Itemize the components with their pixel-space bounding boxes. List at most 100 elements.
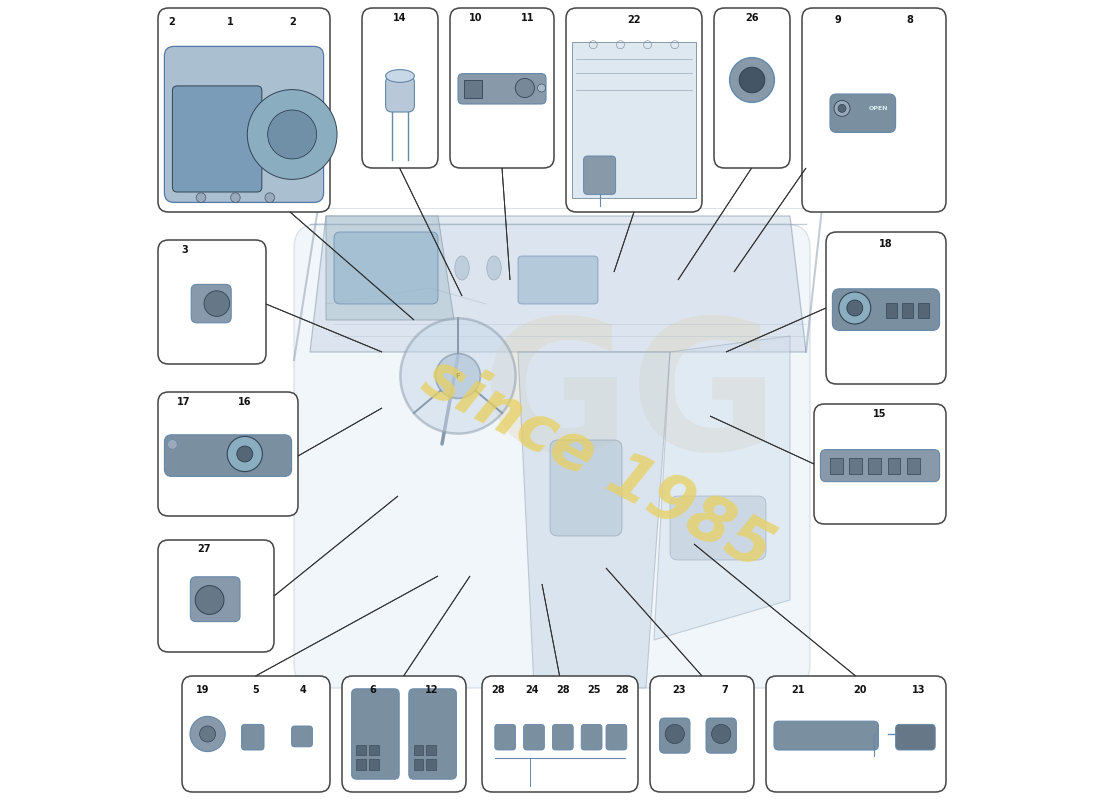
FancyBboxPatch shape [552,725,573,750]
Circle shape [666,725,684,744]
Text: 16: 16 [238,397,252,407]
Text: 13: 13 [912,685,926,695]
FancyBboxPatch shape [714,8,790,168]
Bar [888,458,901,474]
FancyBboxPatch shape [830,94,895,132]
Text: 8: 8 [906,15,913,26]
Text: 19: 19 [196,685,209,695]
Circle shape [190,717,226,752]
FancyBboxPatch shape [352,689,399,779]
Circle shape [199,726,216,742]
Text: 18: 18 [879,239,893,249]
FancyBboxPatch shape [458,74,546,104]
FancyBboxPatch shape [895,725,935,750]
FancyBboxPatch shape [334,232,438,304]
FancyBboxPatch shape [450,8,554,168]
FancyBboxPatch shape [158,540,274,652]
Circle shape [847,300,862,316]
Text: 25: 25 [587,685,601,695]
Bar [427,745,436,755]
FancyBboxPatch shape [495,725,516,750]
Circle shape [834,100,850,116]
FancyBboxPatch shape [833,289,939,330]
FancyBboxPatch shape [706,718,736,754]
Text: OPEN: OPEN [869,106,889,111]
Text: F: F [455,373,461,379]
Ellipse shape [487,256,502,280]
Circle shape [712,725,730,744]
Ellipse shape [454,256,470,280]
Bar [464,80,482,98]
FancyBboxPatch shape [164,435,292,477]
FancyBboxPatch shape [606,725,627,750]
Circle shape [436,354,481,398]
Bar [849,458,862,474]
FancyBboxPatch shape [158,392,298,516]
Text: 23: 23 [672,685,686,695]
Circle shape [515,78,535,98]
Bar [572,42,695,198]
Text: 1: 1 [227,18,233,27]
FancyBboxPatch shape [173,86,262,192]
FancyBboxPatch shape [242,725,264,750]
Bar [830,458,843,474]
Circle shape [739,67,764,93]
Circle shape [839,292,871,324]
Text: 10: 10 [470,13,483,22]
Text: 5: 5 [253,685,260,695]
Text: 7: 7 [722,685,728,695]
FancyBboxPatch shape [158,8,330,212]
Bar [414,745,424,755]
Text: 20: 20 [852,685,867,695]
Polygon shape [654,336,790,640]
Text: 28: 28 [491,685,505,695]
FancyBboxPatch shape [191,284,231,322]
FancyBboxPatch shape [670,496,766,560]
Text: 2: 2 [168,18,175,27]
FancyBboxPatch shape [550,440,622,536]
FancyBboxPatch shape [386,76,415,112]
FancyBboxPatch shape [650,676,754,792]
Text: 28: 28 [616,685,629,695]
Circle shape [267,110,317,159]
FancyBboxPatch shape [766,676,946,792]
FancyBboxPatch shape [518,256,598,304]
Bar [886,303,898,318]
Circle shape [265,193,275,202]
Polygon shape [310,216,806,352]
Text: 11: 11 [521,13,535,22]
Bar [902,303,913,318]
Circle shape [195,586,224,614]
Bar [370,745,378,755]
Circle shape [167,439,177,450]
Bar [906,458,920,474]
Circle shape [196,193,206,202]
FancyBboxPatch shape [660,718,690,754]
Text: 24: 24 [525,685,539,695]
FancyBboxPatch shape [164,46,323,202]
Text: 22: 22 [627,15,640,26]
Circle shape [400,318,516,434]
Circle shape [231,193,240,202]
FancyBboxPatch shape [821,450,939,482]
FancyBboxPatch shape [342,676,466,792]
Text: GG: GG [482,312,778,488]
FancyBboxPatch shape [826,232,946,384]
Bar [918,303,930,318]
Text: 27: 27 [198,544,211,554]
FancyBboxPatch shape [292,726,312,747]
FancyBboxPatch shape [482,676,638,792]
Text: 17: 17 [176,397,190,407]
Bar [356,759,366,770]
Text: 2: 2 [289,18,296,27]
Text: 12: 12 [425,685,438,695]
FancyBboxPatch shape [190,577,240,622]
FancyBboxPatch shape [524,725,544,750]
FancyBboxPatch shape [409,689,456,779]
Ellipse shape [386,70,415,82]
Text: 4: 4 [300,685,307,695]
Circle shape [538,84,546,92]
FancyBboxPatch shape [362,8,438,168]
FancyBboxPatch shape [566,8,702,212]
Circle shape [236,446,253,462]
